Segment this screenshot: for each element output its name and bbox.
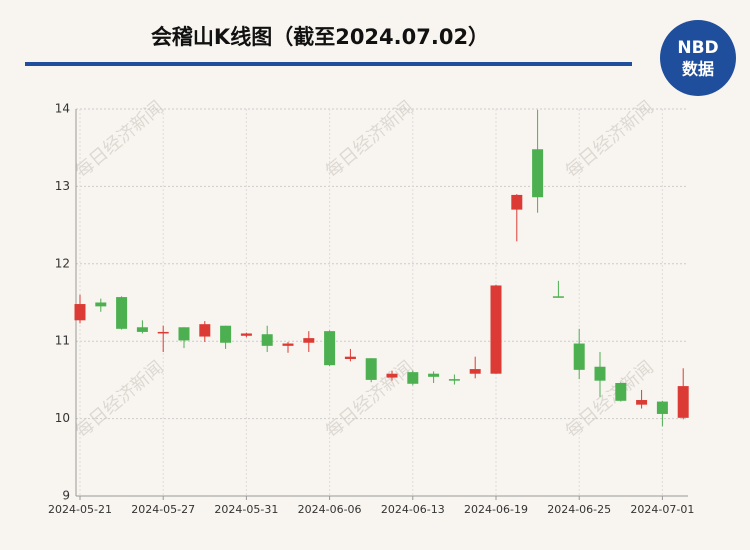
candle-body	[344, 356, 356, 360]
candle-body	[656, 401, 668, 414]
chart-title: 会稽山K线图（截至2024.07.02）	[151, 25, 489, 49]
candle-body	[95, 302, 107, 307]
x-tick-label: 2024-05-31	[214, 503, 278, 516]
candle-body	[178, 327, 190, 341]
x-tick-label: 2024-05-21	[48, 503, 112, 516]
logo-text: NBD	[677, 38, 718, 58]
y-tick-label: 14	[55, 102, 70, 116]
candle-body	[532, 149, 544, 198]
candle-body	[594, 366, 606, 381]
candle-body	[220, 325, 232, 343]
candle-body	[448, 379, 460, 381]
candle-body	[615, 382, 627, 401]
candle-body	[407, 372, 419, 384]
y-tick-label: 11	[55, 334, 70, 348]
candle-body	[365, 358, 377, 380]
x-tick-label: 2024-06-19	[464, 503, 528, 516]
candle-body	[469, 369, 481, 374]
x-tick-label: 2024-05-27	[131, 503, 195, 516]
x-tick-label: 2024-07-01	[630, 503, 694, 516]
candle-body	[324, 331, 336, 366]
candle-body	[573, 343, 585, 370]
candle-body	[282, 343, 294, 346]
candle-body	[386, 373, 398, 378]
title-rule	[25, 62, 632, 66]
candle-body	[490, 285, 502, 374]
y-tick-label: 12	[55, 256, 70, 270]
candle-body	[116, 297, 128, 329]
candle-body	[199, 324, 211, 337]
y-tick-label: 10	[55, 411, 70, 425]
y-tick-label: 13	[55, 179, 70, 193]
candle-body	[136, 327, 148, 332]
candle-body	[636, 400, 648, 405]
candle-body	[74, 304, 86, 321]
x-tick-label: 2024-06-06	[298, 503, 362, 516]
candle-body	[511, 194, 523, 210]
candle-body	[261, 334, 273, 346]
x-tick-label: 2024-06-25	[547, 503, 611, 516]
x-tick-label: 2024-06-13	[381, 503, 445, 516]
logo-text: 数据	[682, 60, 714, 79]
candle-body	[428, 373, 440, 377]
candle-body	[677, 386, 689, 418]
candle-body	[552, 296, 564, 298]
logo	[660, 20, 736, 96]
candle-body	[157, 331, 169, 334]
y-tick-label: 9	[62, 489, 70, 503]
candle-body	[303, 338, 315, 343]
candle-body	[240, 333, 252, 336]
